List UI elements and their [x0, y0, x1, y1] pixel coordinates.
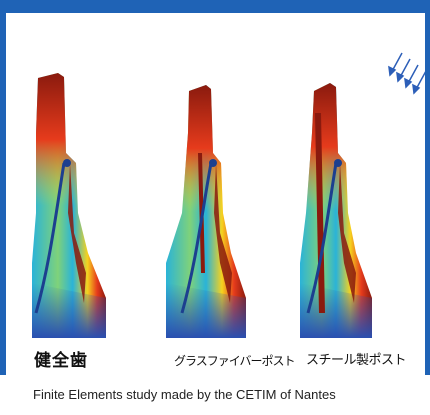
- left-frame-bar: [0, 0, 6, 375]
- tooth-model-glass-fiber-post: [166, 85, 246, 338]
- fea-stress-maps: [32, 52, 425, 338]
- tooth-model-steel-post: [300, 83, 372, 338]
- label-healthy-tooth: 健全歯: [34, 351, 88, 371]
- fea-figure-panel: 健全歯 グラスファイバーポスト スチール製ポスト: [6, 13, 425, 375]
- label-glass-fiber-post: グラスファイバーポスト: [174, 354, 296, 368]
- top-frame-bar: [0, 0, 430, 13]
- tooth-model-healthy: [32, 73, 106, 338]
- arrows-down-left-icon: [388, 52, 425, 95]
- right-frame-bar: [425, 0, 430, 375]
- figure-caption: Finite Elements study made by the CETIM …: [33, 387, 336, 402]
- label-steel-post: スチール製ポスト: [306, 353, 407, 368]
